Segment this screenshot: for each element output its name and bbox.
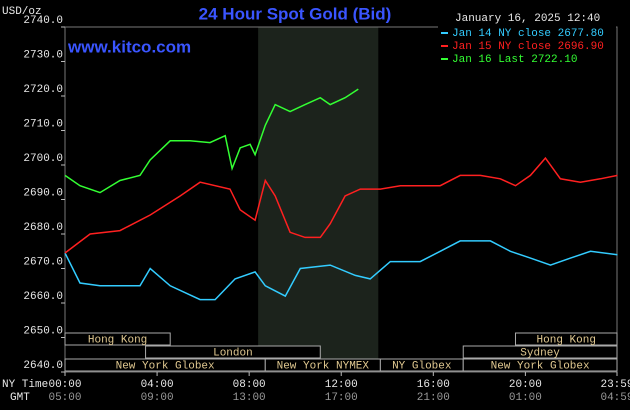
y-tick-label: 2720.0 — [23, 84, 63, 96]
x-tick-label-gmt: 17:00 — [325, 392, 358, 404]
series-line — [64, 156, 618, 254]
y-tick-label: 2690.0 — [23, 187, 63, 199]
legend-label: Jan 15 NY close 2696.90 — [452, 41, 604, 53]
timestamp: January 16, 2025 12:40 — [455, 13, 600, 25]
x-tick-label: 00:00 — [48, 379, 81, 391]
session-label: NY Globex — [392, 360, 452, 372]
x-row-label: NY Time — [2, 379, 48, 391]
y-tick-label: 2650.0 — [23, 325, 63, 337]
x-tick-label: 20:00 — [509, 379, 542, 391]
session-bar — [462, 358, 618, 372]
session-label: New York NYMEX — [277, 360, 370, 372]
y-tick-label: 2740.0 — [23, 15, 63, 27]
series-line — [64, 240, 618, 301]
y-tick-label: 2730.0 — [23, 49, 63, 61]
legend-box — [438, 26, 616, 68]
session-label: London — [213, 347, 253, 359]
chart-title: 24 Hour Spot Gold (Bid) — [199, 4, 392, 23]
session-label: Hong Kong — [88, 334, 147, 346]
session-label: Sydney — [520, 347, 560, 359]
x-tick-label-gmt: 01:00 — [509, 392, 542, 404]
y-tick-label: 2680.0 — [23, 222, 63, 234]
session-bar — [64, 332, 171, 346]
x-row-label: GMT — [10, 392, 30, 404]
session-bar — [514, 332, 618, 346]
y-tick-label: 2660.0 — [23, 291, 63, 303]
y-tick-label: 2670.0 — [23, 256, 63, 268]
y-tick-label: 2640.0 — [23, 360, 63, 372]
legend-label: Jan 14 NY close 2677.80 — [452, 28, 604, 40]
x-tick-label: 12:00 — [325, 379, 358, 391]
session-label: New York Globex — [491, 360, 590, 372]
y-unit: USD/oz — [2, 6, 42, 18]
legend-label: Jan 16 Last 2722.10 — [452, 54, 577, 66]
plot — [64, 26, 618, 373]
series-line — [64, 88, 359, 194]
session-label: Hong Kong — [537, 334, 596, 346]
x-tick-label: 16:00 — [417, 379, 450, 391]
x-tick-label: 23:59 — [600, 379, 630, 391]
x-tick-label-gmt: 21:00 — [417, 392, 450, 404]
watermark: www.kitco.com — [67, 37, 191, 56]
y-tick-label: 2700.0 — [23, 153, 63, 165]
session-bar — [462, 345, 618, 359]
x-tick-label-gmt: 09:00 — [141, 392, 174, 404]
session-label: New York Globex — [116, 360, 215, 372]
x-tick-label: 08:00 — [233, 379, 266, 391]
session-bar — [145, 345, 321, 359]
x-tick-label-gmt: 13:00 — [233, 392, 266, 404]
y-tick-label: 2710.0 — [23, 118, 63, 130]
x-tick-label-gmt: 05:00 — [48, 392, 81, 404]
x-tick-label-gmt: 04:59 — [600, 392, 630, 404]
x-tick-label: 04:00 — [141, 379, 174, 391]
shaded-region — [258, 27, 379, 372]
